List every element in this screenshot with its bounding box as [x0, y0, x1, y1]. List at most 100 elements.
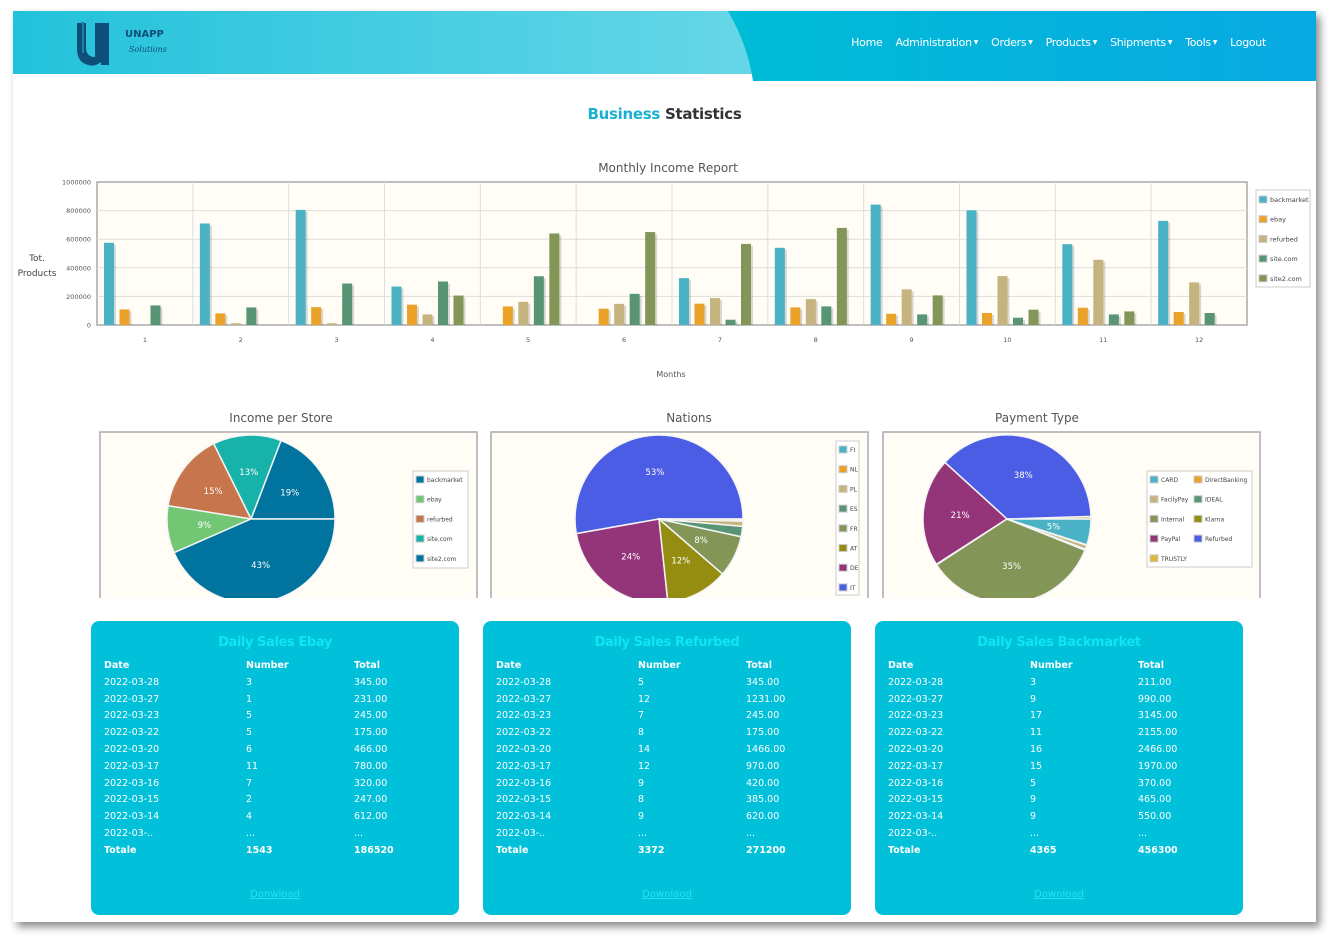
download-link[interactable]: Download: [1034, 889, 1084, 900]
chart-title: Income per Store: [229, 411, 332, 425]
total-row: Totale 4365 456300: [888, 842, 1233, 859]
logo-subtext: Solutions: [129, 45, 167, 54]
sales-table: Date Number Total 2022-03-28 5 345.00 2022-03-…: [496, 657, 841, 859]
bar-site.com: [150, 305, 161, 325]
bar-backmarket: [391, 286, 402, 325]
pie-slice-at: [658, 517, 724, 598]
caret-down-icon: ▼: [1092, 39, 1098, 46]
legend-label: ES: [850, 506, 858, 513]
table-cell: 345.00: [746, 676, 780, 688]
pie-slice-backmarket: [173, 518, 336, 598]
legend-label: site2.com: [427, 556, 457, 563]
table-cell: 5: [638, 676, 645, 688]
nav-products[interactable]: Products ▼: [1046, 36, 1098, 49]
table-cell: 3: [246, 676, 253, 688]
bar-refurbed: [1093, 259, 1104, 325]
table-cell: ...: [1138, 828, 1148, 840]
table-row: 2022-03-16 7 320.00: [104, 775, 449, 792]
download-link[interactable]: Donwload: [250, 889, 300, 900]
table-cell: 9: [1030, 811, 1037, 823]
legend-swatch: [1258, 215, 1268, 224]
legend-swatch: [1149, 475, 1159, 484]
table-cell: 2022-03-28: [104, 676, 160, 688]
table-cell: 2022-03-20: [888, 744, 944, 756]
legend-label: IDEAL: [1205, 497, 1223, 504]
x-tick-label: 12: [1195, 336, 1203, 344]
bar-ebay: [311, 307, 322, 325]
bar-backmarket: [199, 223, 210, 325]
table-cell: 466.00: [354, 744, 388, 756]
payment-type-chart: Payment Type 38% 21% 35% 5% CARD DirectBanking…: [882, 411, 1261, 598]
legend-label: TRUSTLY: [1160, 556, 1187, 563]
bar-ebay: [1077, 307, 1088, 325]
pie-slice-it: [574, 434, 744, 535]
table-cell: 2022-03-17: [888, 760, 944, 772]
nav-home[interactable]: Home: [851, 36, 883, 49]
total-cell: Totale: [888, 844, 921, 856]
pie-slice-sitecom: [212, 434, 282, 521]
caret-down-icon: ▼: [1167, 39, 1173, 46]
table-row: 2022-03-28 3 211.00: [888, 674, 1233, 691]
table-row: 2022-03-16 9 420.00: [496, 775, 841, 792]
x-tick-label: 7: [718, 336, 722, 344]
bar-backmarket: [679, 278, 689, 325]
table-cell: 370.00: [1138, 777, 1172, 789]
nav-orders[interactable]: Orders ▼: [991, 36, 1033, 49]
nav-tools[interactable]: Tools ▼: [1185, 36, 1217, 49]
y-tick-label: 0: [87, 322, 91, 330]
total-cell: 271200: [746, 844, 786, 856]
x-tick-label: 9: [910, 336, 914, 344]
x-tick-label: 1: [143, 336, 147, 344]
legend-swatch: [415, 495, 425, 504]
table-row: 2022-03-15 2 247.00: [104, 792, 449, 809]
logo-u-icon: [77, 22, 109, 66]
legend-swatch: [415, 534, 425, 543]
legend-swatch: [1149, 495, 1159, 504]
nav-administration[interactable]: Administration ▼: [895, 36, 978, 49]
legend-swatch: [838, 504, 848, 513]
table-cell: 2022-03-27: [104, 693, 160, 705]
legend-swatch: [838, 544, 848, 552]
bar-site2.com: [836, 227, 847, 325]
bar-site.com: [725, 319, 736, 325]
logo[interactable]: UNAPP Solutions: [75, 17, 185, 67]
table-cell: 175.00: [354, 727, 388, 739]
bar-ebay: [407, 304, 417, 325]
main-nav: Home Administration ▼ Orders ▼ Products ▼ S…: [838, 36, 1266, 49]
bar-ebay: [982, 312, 992, 325]
table-cell: 420.00: [746, 777, 780, 789]
bar-site.com: [629, 293, 640, 325]
table-cell: 2022-03-..: [496, 828, 546, 840]
table-cell: 2022-03-17: [104, 760, 160, 772]
legend-swatch: [415, 514, 425, 523]
total-cell: 1543: [246, 844, 273, 856]
table-cell: 15: [1030, 760, 1043, 772]
download-link[interactable]: Downlaod: [642, 889, 692, 900]
bar-refurbed: [614, 303, 625, 325]
legend-label: backmarket: [427, 477, 463, 484]
bar-site.com: [1108, 314, 1119, 325]
table-row: 2022-03-22 5 175.00: [104, 724, 449, 741]
table-row: 2022-03-........: [496, 825, 841, 842]
bar-ebay: [119, 309, 130, 325]
table-cell: 6: [246, 744, 253, 756]
bar-backmarket: [1062, 244, 1073, 325]
table-header: Date Number Total: [104, 657, 449, 674]
nav-shipments[interactable]: Shipments ▼: [1110, 36, 1172, 49]
bar-site.com: [1013, 317, 1023, 325]
table-row: 2022-03-17 12 970.00: [496, 758, 841, 775]
x-tick-label: 10: [1003, 336, 1011, 344]
legend-label: site.com: [1270, 255, 1298, 263]
x-tick-label: 5: [526, 336, 530, 344]
nav-logout[interactable]: Logout: [1230, 36, 1266, 49]
legend-label: DirectBanking: [1205, 477, 1248, 484]
legend-label: NL: [850, 467, 858, 474]
table-cell: 2022-03-..: [104, 828, 154, 840]
y-tick-label: 200000: [66, 293, 91, 301]
table-row: 2022-03-23 7 245.00: [496, 708, 841, 725]
bar-site.com: [246, 307, 257, 325]
table-cell: 2022-03-14: [496, 811, 552, 823]
table-cell: 385.00: [746, 794, 780, 806]
bar-refurbed: [518, 301, 529, 325]
legend-swatch: [1149, 514, 1159, 523]
